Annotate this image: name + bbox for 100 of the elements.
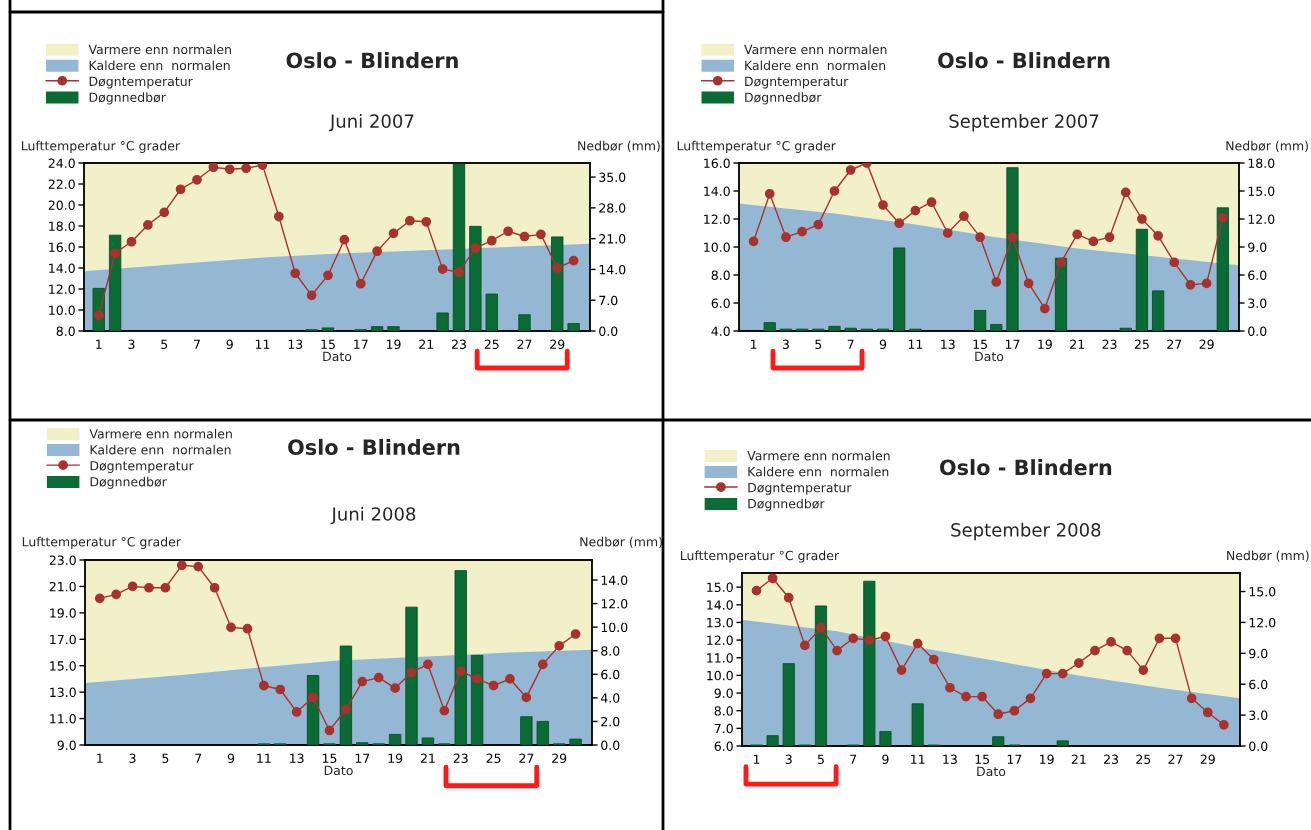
x-tick-label: 21 xyxy=(420,753,435,763)
x-tick-label: 27 xyxy=(1167,339,1182,349)
point xyxy=(912,638,923,649)
point xyxy=(816,622,826,633)
bar xyxy=(1119,327,1132,331)
legend-label: Døgnnedbør xyxy=(89,92,166,105)
x-axis-title: Dato xyxy=(975,351,1004,362)
point xyxy=(945,682,955,693)
chart-subtitle: Juni 2008 xyxy=(330,506,416,525)
y-tick-label: 13.0 xyxy=(707,617,733,628)
x-axis-title: Dato xyxy=(323,351,352,362)
bar xyxy=(1135,228,1148,331)
point xyxy=(896,665,907,675)
point xyxy=(1039,303,1050,314)
point xyxy=(94,593,105,604)
x-tick-label: 19 xyxy=(388,753,403,764)
x-tick-label: 19 xyxy=(1038,339,1052,350)
x-tick-label: 29 xyxy=(552,753,567,764)
bar xyxy=(879,731,892,746)
y2-tick-label: 15.0 xyxy=(1249,587,1276,597)
y-tick-label: 13.0 xyxy=(50,687,76,698)
point xyxy=(1088,236,1099,247)
x-tick-label: 25 xyxy=(484,339,499,350)
point xyxy=(991,277,1002,287)
y-axis-title: Lufttemperatur °C grader xyxy=(21,140,181,153)
point xyxy=(1153,230,1163,241)
bar xyxy=(893,247,906,331)
point xyxy=(110,248,120,259)
point xyxy=(193,561,204,572)
point xyxy=(241,163,251,174)
y2-tick-label: 4.0 xyxy=(600,693,620,703)
point xyxy=(355,278,366,289)
bar xyxy=(1152,290,1165,331)
bar xyxy=(828,325,841,331)
point xyxy=(126,236,137,247)
point xyxy=(1170,633,1181,644)
legend-label: Varmere enn normalen xyxy=(89,428,232,439)
y-tick-label: 24.0 xyxy=(48,158,75,168)
chart-subtitle: September 2008 xyxy=(951,522,1101,541)
point xyxy=(537,659,548,670)
point xyxy=(1185,279,1196,290)
y2-tick-label: 14.0 xyxy=(601,575,628,585)
legend-label: Varmere enn normalen xyxy=(88,44,231,55)
point xyxy=(1154,633,1165,644)
y-tick-label: 16.0 xyxy=(49,242,75,252)
point xyxy=(144,582,154,593)
point xyxy=(1073,658,1084,668)
point xyxy=(829,186,840,196)
y2-tick-label: 6.0 xyxy=(601,669,620,680)
point xyxy=(1217,212,1228,223)
point xyxy=(864,635,875,645)
point xyxy=(341,704,351,715)
y2-tick-label: 12.0 xyxy=(1248,214,1275,224)
point xyxy=(832,645,842,656)
y2-tick-label: 21.0 xyxy=(599,234,626,244)
y-tick-label: 4.0 xyxy=(711,326,730,336)
point xyxy=(1120,187,1131,198)
y-tick-label: 10.0 xyxy=(49,305,75,315)
point xyxy=(470,243,481,253)
point xyxy=(323,270,333,281)
point xyxy=(781,232,791,243)
x-tick-label: 9 xyxy=(226,339,233,350)
point xyxy=(975,232,985,243)
x-tick-label: 27 xyxy=(519,753,534,763)
y-tick-label: 8.0 xyxy=(714,706,733,716)
point xyxy=(1023,278,1034,289)
y-tick-label: 6.0 xyxy=(711,298,730,308)
x-tick-label: 17 xyxy=(1007,754,1022,764)
y2-tick-label: 3.0 xyxy=(1249,710,1268,721)
x-tick-label: 23 xyxy=(451,339,466,350)
x-tick-label: 23 xyxy=(1102,339,1117,350)
point xyxy=(570,629,581,639)
x-tick-label: 15 xyxy=(322,753,337,764)
x-tick-label: 21 xyxy=(419,339,434,349)
point xyxy=(127,581,138,592)
point xyxy=(423,659,433,670)
y-tick-label: 11.0 xyxy=(50,714,76,724)
bar xyxy=(1006,167,1019,331)
bar xyxy=(536,721,549,745)
point xyxy=(439,705,450,716)
point xyxy=(1056,257,1066,268)
point xyxy=(961,691,971,702)
x-axis-title: Dato xyxy=(977,766,1006,777)
point xyxy=(748,236,759,247)
y-tick-label: 15.0 xyxy=(50,661,76,671)
x-axis-title: Dato xyxy=(324,765,353,776)
y-tick-label: 9.0 xyxy=(57,740,76,750)
point xyxy=(308,692,318,703)
point xyxy=(1057,668,1068,679)
point xyxy=(928,654,939,665)
x-tick-label: 29 xyxy=(550,339,565,350)
bar xyxy=(844,327,857,331)
point xyxy=(258,680,269,691)
point xyxy=(242,623,253,634)
y-tick-label: 18.0 xyxy=(49,221,75,231)
bar xyxy=(454,570,467,745)
y-tick-label: 12.0 xyxy=(49,284,75,294)
bar xyxy=(1216,207,1229,331)
y2-tick-label: 35.0 xyxy=(599,172,626,182)
y2-tick-label: 7.0 xyxy=(599,295,618,306)
